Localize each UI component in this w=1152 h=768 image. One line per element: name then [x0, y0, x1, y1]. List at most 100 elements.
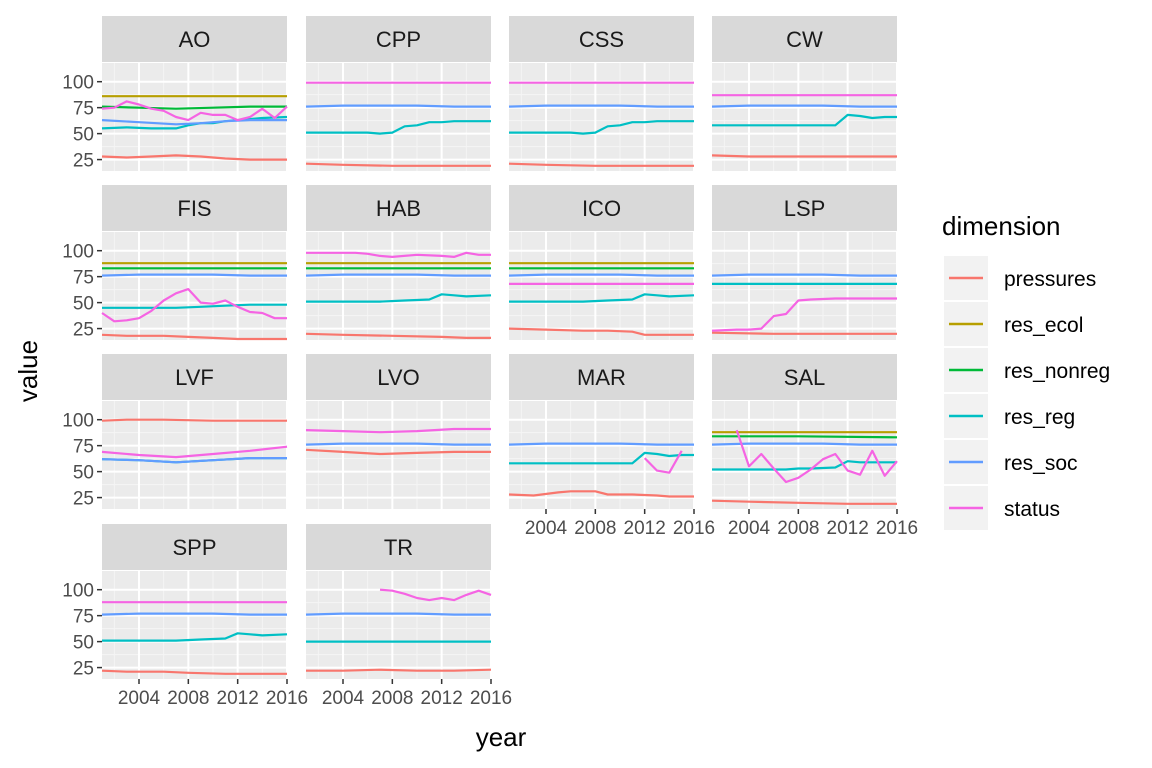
facet-strip: [102, 185, 287, 231]
facet-strip-label: TR: [384, 535, 413, 560]
legend-label: pressures: [1004, 268, 1096, 291]
panel-background: [509, 63, 694, 171]
series-line-res-reg: [712, 113, 897, 127]
facet-strip-label: CW: [786, 27, 823, 52]
facet-strip: [306, 524, 491, 570]
series-line-status: [379, 588, 492, 602]
series-line-status: [305, 427, 491, 434]
facet-strip: [509, 354, 694, 400]
panel-background: [509, 232, 694, 340]
x-tick-label: 2016: [266, 688, 308, 709]
facet-panel-hab: HAB: [305, 185, 492, 340]
facet-panel-fis: FIS 25 50 75 100: [62, 185, 288, 341]
legend-item-res-soc: res_soc: [944, 440, 1078, 484]
facet-strip-label: HAB: [376, 196, 421, 221]
facet-strip: [712, 185, 897, 231]
series-line-status: [643, 450, 683, 474]
series-line-res-soc: [101, 457, 287, 464]
y-tick-label: 50: [73, 633, 94, 654]
legend-item-pressures: pressures: [944, 256, 1096, 300]
x-tick-label: 2004: [118, 688, 161, 709]
series-line-status: [306, 251, 491, 258]
series-line-res-soc: [305, 442, 491, 446]
legend-item-res-nonreg: res_nonreg: [944, 348, 1110, 392]
series-line-pressures: [306, 668, 492, 672]
facet-strip: [306, 185, 491, 231]
series-line-res-soc: [101, 612, 287, 616]
series-line-pressures: [101, 333, 287, 341]
series-line-res-reg: [102, 303, 287, 309]
facet-strip-label: LVF: [175, 365, 214, 390]
series-line-res-reg: [102, 632, 288, 642]
x-tick-label: 2004: [322, 688, 365, 709]
legend-item-res-reg: res_reg: [944, 394, 1075, 438]
series-line-res-soc: [508, 442, 694, 446]
y-tick-label: 100: [62, 242, 94, 263]
series-line-res-reg: [306, 120, 491, 135]
y-tick-label: 50: [73, 463, 94, 484]
legend: dimension pressures res_ecol res_nonreg res_…: [942, 211, 1110, 530]
facet-strip-label: CSS: [579, 27, 624, 52]
facet-panel-cw: CW: [711, 16, 898, 171]
y-tick-label: 100: [62, 411, 94, 432]
y-tick-label: 50: [73, 294, 94, 315]
legend-label: res_nonreg: [1004, 360, 1110, 383]
series-line-res-soc: [508, 104, 694, 108]
facet-strip-label: LSP: [784, 196, 826, 221]
facet-strip: [712, 354, 897, 400]
facet-panel-css: CSS: [508, 16, 695, 171]
series-line-res-nonreg: [712, 435, 898, 439]
facet-panel-lvo: LVO: [305, 354, 492, 509]
panel-background: [712, 232, 897, 340]
x-tick-label: 2008: [167, 688, 209, 709]
series-line-pressures: [508, 327, 694, 336]
series-line-pressures: [711, 154, 897, 158]
y-tick-label: 75: [73, 268, 94, 289]
facet-strip: [509, 16, 694, 62]
facet-strip-label: AO: [179, 27, 211, 52]
facet-panel-sal: SAL 2004 2008 2012 2016: [711, 354, 918, 539]
series-line-pressures: [711, 331, 897, 335]
panel-background: [102, 571, 287, 679]
x-tick-label: 2008: [371, 688, 413, 709]
facet-strip-label: MAR: [577, 365, 626, 390]
x-tick-label: 2008: [574, 518, 616, 539]
y-tick-label: 25: [73, 489, 94, 510]
facet-strip: [306, 16, 491, 62]
legend-label: res_soc: [1004, 452, 1078, 475]
series-line-pressures: [101, 154, 287, 161]
x-axis-title: year: [476, 722, 527, 752]
series-line-status: [711, 297, 897, 332]
y-tick-label: 25: [73, 151, 94, 172]
facet-strip: [712, 16, 897, 62]
series-line-res-soc: [508, 273, 694, 277]
facet-panel-tr: TR 2004 2008 2012 2016: [305, 524, 512, 709]
facet-panel-cpp: CPP: [305, 16, 492, 171]
x-tick-label: 2012: [827, 518, 869, 539]
series-line-res-soc: [711, 273, 897, 277]
legend-item-res-ecol: res_ecol: [944, 302, 1083, 346]
facet-strip: [102, 16, 287, 62]
series-line-status: [101, 100, 288, 122]
facet-panel-mar: MAR 2004 2008 2012 2016: [508, 354, 715, 539]
series-line-pressures: [101, 669, 287, 675]
y-axis-title: value: [13, 340, 43, 402]
facet-strip-label: FIS: [177, 196, 211, 221]
x-tick-label: 2016: [876, 518, 918, 539]
facet-strip: [306, 354, 491, 400]
series-line-pressures: [305, 162, 491, 167]
facet-strip-label: ICO: [582, 196, 621, 221]
facet-strip-label: LVO: [377, 365, 419, 390]
series-line-res-soc: [101, 273, 287, 277]
series-line-res-soc: [711, 104, 897, 108]
panel-background: [306, 401, 491, 509]
facet-panel-ico: ICO: [508, 185, 695, 340]
facet-panel-lvf: LVF 25 50 75 100: [62, 354, 288, 510]
y-tick-label: 25: [73, 659, 94, 680]
series-line-res-nonreg: [101, 105, 287, 110]
legend-label: res_reg: [1004, 406, 1075, 429]
facet-strip: [509, 185, 694, 231]
panel-background: [306, 232, 491, 340]
series-line-res-soc: [305, 104, 491, 108]
